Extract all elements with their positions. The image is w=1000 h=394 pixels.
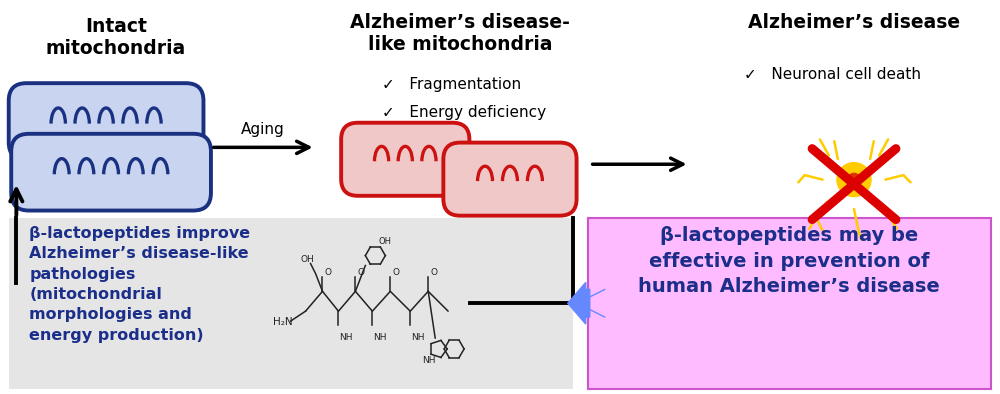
Text: ✓   Energy deficiency: ✓ Energy deficiency <box>382 105 546 120</box>
Text: Aging: Aging <box>241 123 285 138</box>
Text: OH: OH <box>301 255 314 264</box>
Text: O: O <box>392 268 399 277</box>
Text: β-lactopeptides may be
effective in prevention of
human Alzheimer’s disease: β-lactopeptides may be effective in prev… <box>638 226 940 296</box>
Text: NH: NH <box>411 333 425 342</box>
Text: Alzheimer’s disease-
like mitochondria: Alzheimer’s disease- like mitochondria <box>350 13 570 54</box>
Text: NH: NH <box>373 333 387 342</box>
Text: O: O <box>324 268 331 277</box>
Text: Intact
mitochondria: Intact mitochondria <box>46 17 186 58</box>
Text: NH: NH <box>422 356 436 365</box>
Text: Alzheimer’s disease: Alzheimer’s disease <box>748 13 960 32</box>
FancyBboxPatch shape <box>443 143 577 216</box>
Text: OH: OH <box>378 237 391 246</box>
FancyBboxPatch shape <box>341 123 469 196</box>
Ellipse shape <box>848 173 860 186</box>
Ellipse shape <box>837 163 871 197</box>
FancyBboxPatch shape <box>11 134 211 210</box>
Text: O: O <box>357 268 364 277</box>
Text: H₂N: H₂N <box>273 317 292 327</box>
Text: NH: NH <box>339 333 353 342</box>
FancyBboxPatch shape <box>9 83 203 160</box>
FancyBboxPatch shape <box>588 218 991 388</box>
Text: O: O <box>430 268 437 277</box>
FancyArrow shape <box>568 282 590 324</box>
Text: ✓   Neuronal cell death: ✓ Neuronal cell death <box>744 67 921 82</box>
FancyBboxPatch shape <box>9 218 573 388</box>
Text: β-lactopeptides improve
Alzheimer’s disease-like
pathologies
(mitochondrial
morp: β-lactopeptides improve Alzheimer’s dise… <box>29 226 250 343</box>
Text: ✓   Fragmentation: ✓ Fragmentation <box>382 77 521 92</box>
